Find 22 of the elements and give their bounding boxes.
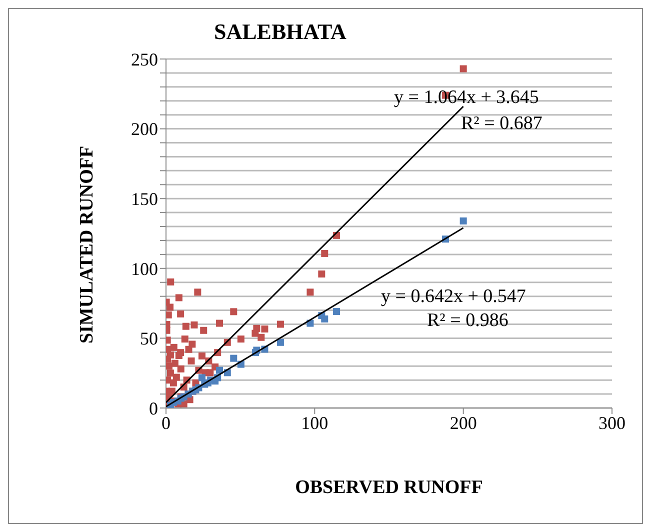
y-tick-label: 100 (131, 258, 158, 279)
point (230, 354, 238, 362)
chart-title: SALEBHATA (214, 19, 346, 45)
x-tick-label: 300 (598, 412, 626, 433)
point (276, 338, 284, 346)
point (198, 374, 206, 382)
x-tick-label: 200 (450, 412, 477, 433)
annotation: y = 1.064x + 3.645 (394, 87, 539, 109)
annotation: R² = 0.687 (461, 113, 542, 135)
y-tick-label: 150 (131, 188, 158, 209)
x-axis-title: OBSERVED RUNOFF (295, 477, 483, 498)
y-tick-label: 200 (131, 119, 158, 140)
y-tick-label: 0 (149, 398, 158, 418)
annotation: y = 0.642x + 0.547 (381, 286, 526, 308)
x-tick-label: 100 (301, 412, 328, 433)
y-axis-title: SIMULATED RUNOFF (76, 146, 98, 344)
y-tick-label: 50 (140, 328, 158, 349)
point (333, 308, 340, 316)
point (460, 217, 467, 224)
y-tick-label: 250 (131, 49, 158, 70)
x-tick-label: 0 (162, 412, 170, 433)
annotation: R² = 0.986 (427, 310, 508, 332)
